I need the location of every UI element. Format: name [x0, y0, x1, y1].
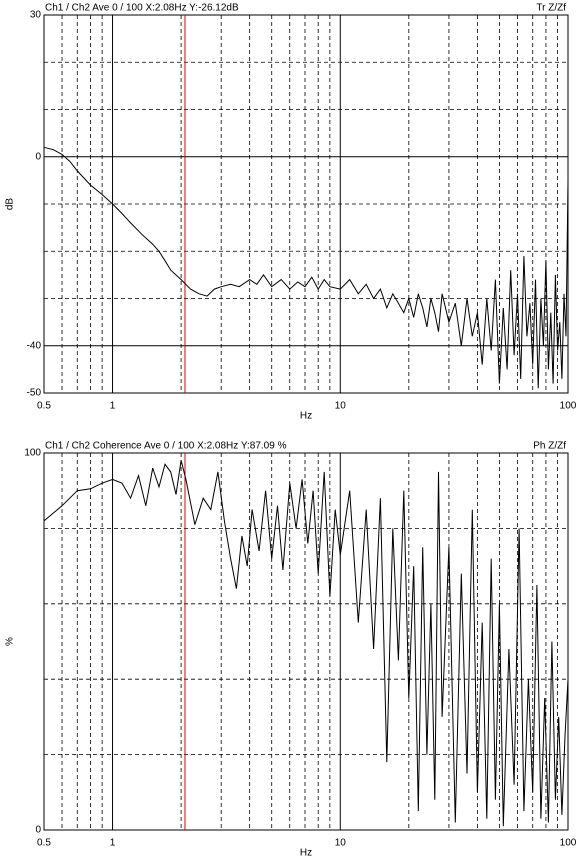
x-tick-label: 0.5	[37, 838, 51, 849]
x-tick-label: 10	[335, 401, 347, 412]
data-line	[43, 146, 569, 389]
x-tick-label: 1	[110, 838, 116, 849]
y-tick-label: 30	[30, 10, 42, 21]
y-tick-label: 100	[24, 448, 41, 459]
y-tick-label: 0	[35, 151, 41, 162]
corner-label: Ph Z/Zf	[533, 441, 566, 452]
y-tick-label: -50	[27, 388, 42, 399]
y-axis-label: dB	[5, 198, 16, 211]
x-tick-label: 10	[335, 838, 347, 849]
y-tick-label: -40	[27, 340, 42, 351]
plot-area	[43, 452, 569, 831]
chart-header: Ch1 / Ch2 Coherence Ave 0 / 100 X:2.08Hz…	[45, 441, 287, 452]
corner-label: Tr Z/Zf	[536, 3, 566, 14]
data-line	[43, 460, 569, 827]
chart-header: Ch1 / Ch2 Ave 0 / 100 X:2.08Hz Y:-26.12d…	[45, 3, 239, 14]
header-bg	[44, 2, 274, 14]
y-tick-label: 0	[35, 825, 41, 836]
x-axis-label: Hz	[300, 411, 312, 422]
y-axis-label: %	[5, 637, 16, 646]
header-bg	[44, 440, 274, 452]
x-axis-label: Hz	[300, 848, 312, 859]
x-tick-label: 1	[110, 401, 116, 412]
x-tick-label: 100	[560, 838, 577, 849]
x-tick-label: 100	[560, 401, 577, 412]
x-tick-label: 0.5	[37, 401, 51, 412]
